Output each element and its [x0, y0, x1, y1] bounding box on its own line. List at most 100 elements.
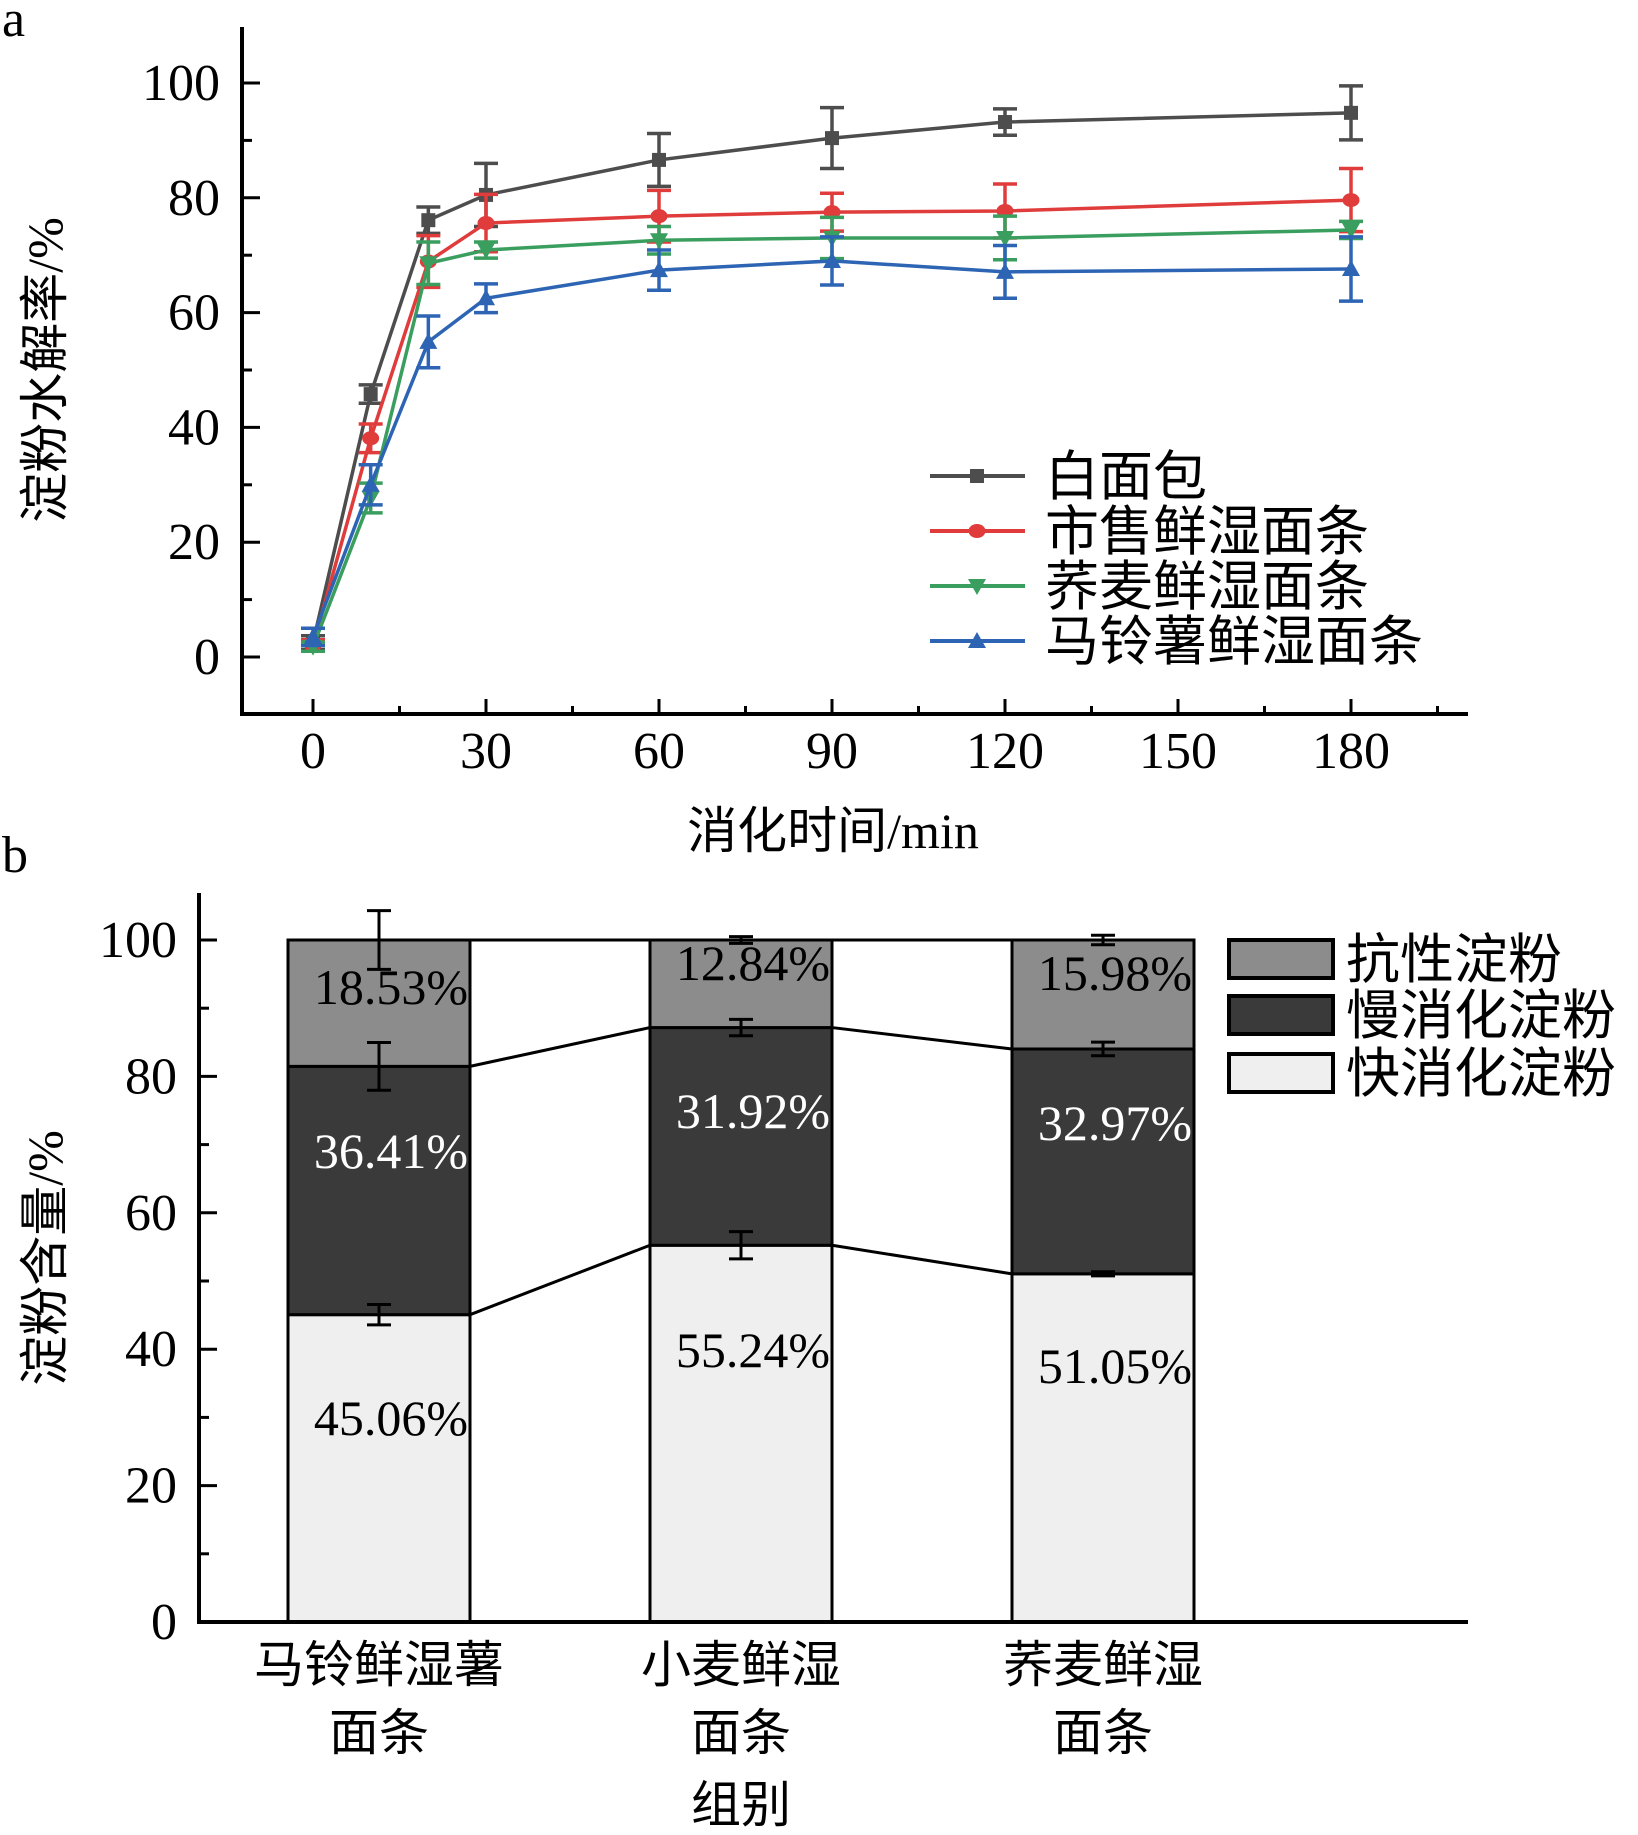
bar-segment [286, 1313, 472, 1624]
bar-data-label: 15.98% [1038, 945, 1192, 1001]
bar-data-label: 55.24% [676, 1322, 830, 1378]
data-point-circle [362, 431, 380, 446]
chart-b-y-axis-title: 淀粉含量/% [17, 1130, 73, 1386]
legend-item: 荞麦鲜湿面条 [930, 557, 1369, 617]
series-3 [301, 235, 1363, 648]
series-line [311, 111, 1352, 644]
data-point-triangle-up [361, 475, 380, 492]
legend-label: 快消化淀粉 [1346, 1044, 1616, 1104]
data-point-square [998, 115, 1012, 130]
connector-line [469, 1026, 651, 1068]
y-tick-label: 80 [168, 170, 220, 227]
chart-b-ticks: 0 20 40 60 80 100 [99, 912, 217, 1651]
y-tick-label: 60 [168, 285, 220, 342]
category-label-line1: 小麦鲜湿 [641, 1637, 841, 1693]
y-tick-label: 100 [142, 55, 220, 112]
chart-b-axes [197, 893, 1468, 1624]
data-point-triangle-up [304, 627, 322, 644]
legend-label: 马铃薯鲜湿面条 [1045, 612, 1423, 672]
x-tick-label: 0 [300, 723, 326, 780]
data-point-square [421, 213, 436, 228]
legend-label: 白面包 [1045, 447, 1207, 507]
data-point-square [1344, 105, 1358, 120]
legend-label: 慢消化淀粉 [1346, 986, 1616, 1046]
data-point-circle [477, 216, 495, 231]
chart-b: 45.06% 55.24% 51.05% 36.41% 31.92% 32.97% 18.5… [17, 893, 1616, 1833]
category-label-line2: 面条 [691, 1705, 791, 1761]
bar-data-label: 12.84% [676, 935, 830, 991]
data-point-triangle-up [477, 289, 495, 306]
data-point-triangle-down [1342, 222, 1360, 239]
panel-label-b: b [2, 827, 28, 884]
y-tick-label: 100 [99, 912, 177, 969]
legend-label: 荞麦鲜湿面条 [1045, 557, 1369, 617]
legend-item: 市售鲜湿面条 [930, 502, 1369, 562]
y-tick-label: 0 [151, 1594, 177, 1651]
chart-a-x-axis-title: 消化时间/min [687, 803, 979, 859]
y-tick-label: 60 [125, 1185, 177, 1242]
legend-swatch [1227, 1052, 1335, 1094]
y-tick-label: 40 [168, 399, 220, 456]
data-point-triangle-up [650, 261, 668, 278]
legend-item: 快消化淀粉 [1227, 1044, 1616, 1104]
legend-item: 抗性淀粉 [1227, 930, 1562, 990]
bar-segment [648, 1026, 834, 1247]
chart-a: 0 20 40 60 80 100 0 30 60 90 120 150 180 消化时间/min 淀粉… [17, 27, 1468, 859]
bar-data-label: 31.92% [676, 1083, 830, 1139]
data-point-square [825, 131, 839, 146]
category-label-line1: 马铃鲜湿薯 [254, 1637, 504, 1693]
x-tick-label: 90 [806, 723, 858, 780]
connector-line [831, 1243, 1013, 1276]
bar-segment [1010, 1047, 1196, 1276]
legend-item: 白面包 [930, 447, 1207, 507]
bar-data-label: 32.97% [1038, 1095, 1192, 1151]
y-tick-label: 20 [168, 514, 220, 571]
data-point-triangle-down [968, 579, 986, 595]
legend-swatch [1227, 938, 1335, 980]
data-point-triangle-down [477, 243, 495, 260]
chart-b-bars: 45.06% 55.24% 51.05% 36.41% 31.92% 32.97% 18.5… [286, 909, 1196, 1624]
legend-item: 慢消化淀粉 [1227, 986, 1616, 1046]
data-point-triangle-down [996, 230, 1014, 247]
data-point-triangle-up [996, 262, 1014, 279]
panel-label-a: a [2, 0, 25, 48]
bar-segment [1010, 1272, 1196, 1624]
y-tick-label: 20 [125, 1458, 177, 1515]
data-point-square [363, 387, 378, 402]
y-tick-label: 40 [125, 1321, 177, 1378]
bar-data-label: 36.41% [314, 1123, 468, 1179]
data-point-triangle-up [419, 332, 438, 349]
chart-a-y-axis-title: 淀粉水解率/% [17, 217, 73, 523]
legend-swatch [1227, 994, 1335, 1036]
bar-series-0 [286, 1243, 1196, 1624]
category-label-line2: 面条 [1053, 1705, 1153, 1761]
bar-segment [648, 1243, 834, 1624]
data-point-circle [1342, 193, 1360, 208]
bar-segment [648, 938, 834, 1030]
bar-segment [286, 1064, 472, 1317]
x-tick-label: 120 [966, 723, 1044, 780]
data-point-triangle-down [650, 233, 668, 250]
bar-series-1 [286, 1026, 1196, 1317]
x-tick-label: 60 [633, 723, 685, 780]
bar-data-label: 45.06% [314, 1390, 468, 1446]
legend-label: 市售鲜湿面条 [1045, 502, 1369, 562]
x-tick-label: 30 [460, 723, 512, 780]
connector-line [831, 1026, 1013, 1051]
data-point-triangle-up [1342, 259, 1360, 276]
chart-a-series [301, 84, 1363, 656]
series-line [311, 259, 1352, 638]
data-point-circle [968, 524, 986, 538]
data-point-triangle-up [968, 632, 986, 648]
y-tick-label: 80 [125, 1048, 177, 1105]
series-line [311, 198, 1352, 646]
data-point-square [652, 152, 666, 167]
category-label-line1: 荞麦鲜湿 [1003, 1637, 1203, 1693]
legend-item: 马铃薯鲜湿面条 [930, 612, 1423, 672]
bar-data-label: 51.05% [1038, 1338, 1192, 1394]
connector-line [469, 1243, 651, 1317]
